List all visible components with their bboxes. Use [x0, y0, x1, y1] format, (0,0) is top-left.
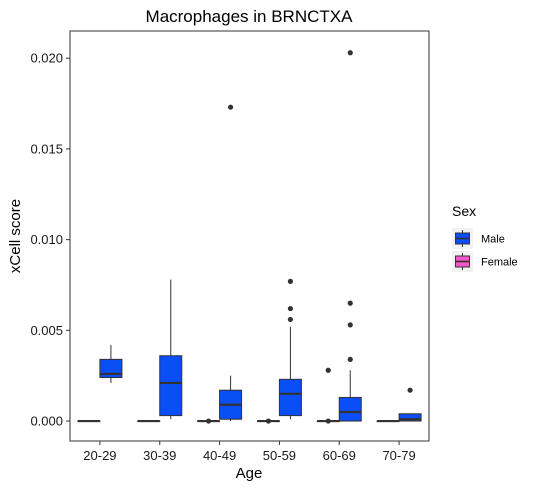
- plot-panel: [69, 30, 430, 442]
- x-tick-label: 30-39: [143, 448, 176, 463]
- y-axis-title: xCell score: [7, 199, 24, 273]
- male-outlier-point: [287, 278, 294, 284]
- y-tick-label: 0.020: [30, 51, 63, 66]
- x-axis: 20-29 30-39 40-49 50-59 60-69 70-79: [83, 441, 416, 463]
- female-outlier-point: [205, 418, 212, 424]
- legend-title: Sex: [452, 203, 476, 219]
- female-outlier-point: [325, 418, 331, 424]
- male-box: [338, 396, 362, 422]
- legend-item-female[interactable]: Female: [452, 251, 518, 272]
- male-outlier-point: [227, 104, 234, 110]
- box-series-group: [77, 50, 422, 424]
- y-tick-label: 0.005: [30, 323, 63, 338]
- y-tick-label: 0.010: [30, 232, 63, 247]
- male-box: [398, 413, 422, 422]
- chart-title: Macrophages in BRNCTXA: [146, 7, 354, 26]
- male-outlier-point: [347, 356, 353, 362]
- male-outlier-point: [347, 322, 353, 328]
- male-outlier-point: [287, 305, 294, 312]
- y-axis: 0.000 0.005 0.010 0.015 0.020: [30, 51, 70, 429]
- x-tick-label: 60-69: [323, 448, 356, 463]
- x-tick-label: 70-79: [382, 448, 415, 463]
- male-box: [278, 378, 302, 417]
- female-outlier-point: [265, 418, 272, 424]
- legend-label: Male: [481, 234, 505, 246]
- x-tick-label: 20-29: [83, 448, 116, 463]
- legend-label: Female: [481, 257, 518, 269]
- male-outlier-point: [287, 316, 294, 323]
- x-axis-title: Age: [236, 465, 263, 482]
- male-outlier-point: [407, 387, 413, 393]
- male-outlier-point: [347, 50, 353, 56]
- x-tick-label: 50-59: [263, 448, 296, 463]
- y-tick-label: 0.015: [30, 141, 63, 156]
- female-outlier-point: [325, 367, 331, 373]
- male-outlier-point: [347, 300, 353, 306]
- legend[interactable]: Sex Male Female: [452, 203, 518, 272]
- legend-item-male[interactable]: Male: [452, 228, 505, 249]
- x-tick-label: 40-49: [203, 448, 236, 463]
- y-tick-label: 0.000: [30, 414, 63, 429]
- male-box: [159, 355, 183, 417]
